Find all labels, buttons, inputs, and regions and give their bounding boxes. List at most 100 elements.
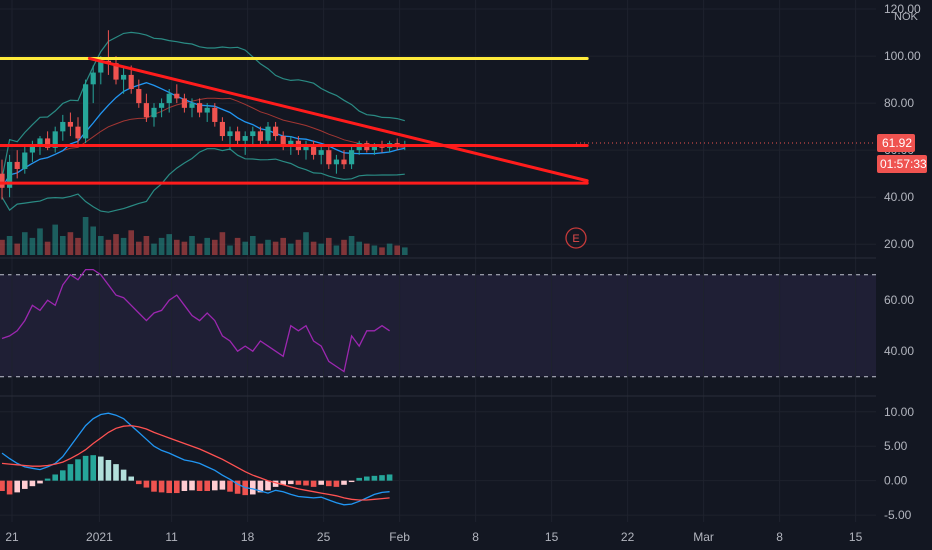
candle-body[interactable]	[189, 103, 195, 108]
candle-body[interactable]	[311, 145, 317, 155]
time-tick-label: 15	[849, 530, 863, 544]
macd-histogram-bar	[44, 478, 51, 481]
candle-body[interactable]	[273, 126, 279, 137]
price-tick-label: 40.00	[884, 190, 914, 204]
candle-body[interactable]	[29, 145, 35, 153]
volume-bar	[402, 247, 408, 255]
macd-histogram-bar	[227, 480, 233, 492]
volume-bar	[128, 230, 134, 255]
macd-histogram-bar	[166, 480, 172, 494]
candle-body[interactable]	[143, 103, 149, 118]
rsi-line[interactable]	[1, 268, 390, 373]
candle-body[interactable]	[98, 60, 104, 73]
candle-body[interactable]	[166, 93, 172, 104]
volume-bar	[60, 236, 66, 255]
rsi-band-fill	[0, 274, 876, 377]
moving-average-slow-line	[1, 97, 405, 189]
candle-body[interactable]	[75, 126, 81, 139]
candle-body[interactable]	[174, 93, 180, 99]
candle-body[interactable]	[60, 121, 66, 132]
macd-histogram-bar	[120, 469, 127, 481]
price-tick-label: 120.00	[884, 2, 921, 16]
candle-body[interactable]	[341, 159, 347, 165]
macd-histogram-bar	[196, 480, 203, 491]
candle-body[interactable]	[151, 107, 157, 118]
volume-bar	[212, 239, 218, 255]
candle-body[interactable]	[7, 161, 13, 188]
candle-body[interactable]	[242, 136, 248, 141]
volume-bar	[181, 241, 188, 255]
macd-tick-label: 5.00	[884, 439, 908, 453]
volume-bar	[295, 239, 302, 255]
candle-body[interactable]	[204, 107, 210, 113]
candle-body[interactable]	[349, 150, 355, 165]
candle-body[interactable]	[371, 145, 377, 151]
macd-tick-label: 0.00	[884, 474, 908, 488]
bollinger-upper-line	[1, 31, 405, 179]
candle-body[interactable]	[90, 72, 96, 85]
candle-body[interactable]	[45, 138, 51, 148]
candle-body[interactable]	[52, 131, 58, 148]
macd-histogram-bar	[310, 480, 317, 487]
rsi-tick-label: 60.00	[884, 293, 914, 307]
candle-body[interactable]	[333, 159, 339, 165]
candle-body[interactable]	[67, 121, 73, 127]
candle-body[interactable]	[227, 131, 233, 137]
macd-histogram-bar	[219, 480, 226, 490]
candle-body[interactable]	[113, 63, 119, 80]
macd-histogram-bar	[82, 455, 89, 481]
bollinger-lower-line	[1, 148, 405, 213]
earnings-marker[interactable]: E	[565, 227, 587, 249]
candle-body[interactable]	[326, 150, 332, 165]
candle-body[interactable]	[22, 152, 28, 169]
macd-histogram-bar	[212, 480, 218, 491]
candle-body[interactable]	[83, 84, 89, 139]
time-axis[interactable]: 21 2021 11 18 25 Feb 8 15 22 Mar 8 15	[5, 530, 862, 544]
macd-histogram-bar	[356, 477, 362, 481]
candle-body[interactable]	[219, 121, 225, 137]
macd-histogram-bar	[22, 480, 28, 489]
volume-bar	[341, 239, 347, 255]
macd-panel[interactable]	[0, 412, 393, 506]
volume-bar	[379, 247, 385, 255]
volume-bar	[394, 245, 400, 255]
volume-bar	[189, 236, 195, 255]
candle-body[interactable]	[37, 138, 43, 146]
candle-body[interactable]	[128, 74, 134, 90]
candle-body[interactable]	[159, 103, 165, 108]
candle-body[interactable]	[265, 126, 271, 141]
volume-bar	[120, 237, 127, 255]
candle-body[interactable]	[257, 131, 263, 141]
volume-bar	[257, 243, 264, 255]
candle-body[interactable]	[318, 150, 324, 155]
time-tick-label: 15	[545, 530, 559, 544]
candle-body[interactable]	[250, 131, 256, 137]
candle-body[interactable]	[121, 74, 127, 80]
macd-histogram-bar	[234, 480, 241, 494]
candle-body[interactable]	[288, 140, 294, 146]
volume-bar	[151, 243, 157, 255]
candle-body[interactable]	[181, 98, 187, 108]
rsi-panel[interactable]	[1, 268, 390, 373]
candle-body[interactable]	[136, 89, 142, 104]
macd-histogram-bar	[303, 480, 309, 486]
candle-body[interactable]	[212, 107, 218, 122]
volume-bar	[113, 234, 119, 255]
candle-body[interactable]	[280, 136, 286, 146]
time-tick-label: 8	[776, 530, 783, 544]
volume-bar	[52, 224, 58, 255]
macd-line[interactable]	[1, 412, 390, 506]
currency-label: NOK	[894, 11, 919, 23]
candle-body[interactable]	[14, 161, 20, 169]
candle-body[interactable]	[197, 103, 203, 113]
candle-body[interactable]	[0, 173, 5, 188]
red-upper-trend-line[interactable]	[87, 56, 589, 183]
macd-histogram-bar	[158, 480, 165, 493]
candle-body[interactable]	[235, 131, 241, 141]
volume-bar	[75, 237, 81, 255]
drawn-trend-lines[interactable]	[0, 56, 589, 185]
time-tick-label: 21	[5, 530, 19, 544]
macd-signal-line[interactable]	[1, 424, 390, 501]
candle-body[interactable]	[303, 145, 309, 151]
